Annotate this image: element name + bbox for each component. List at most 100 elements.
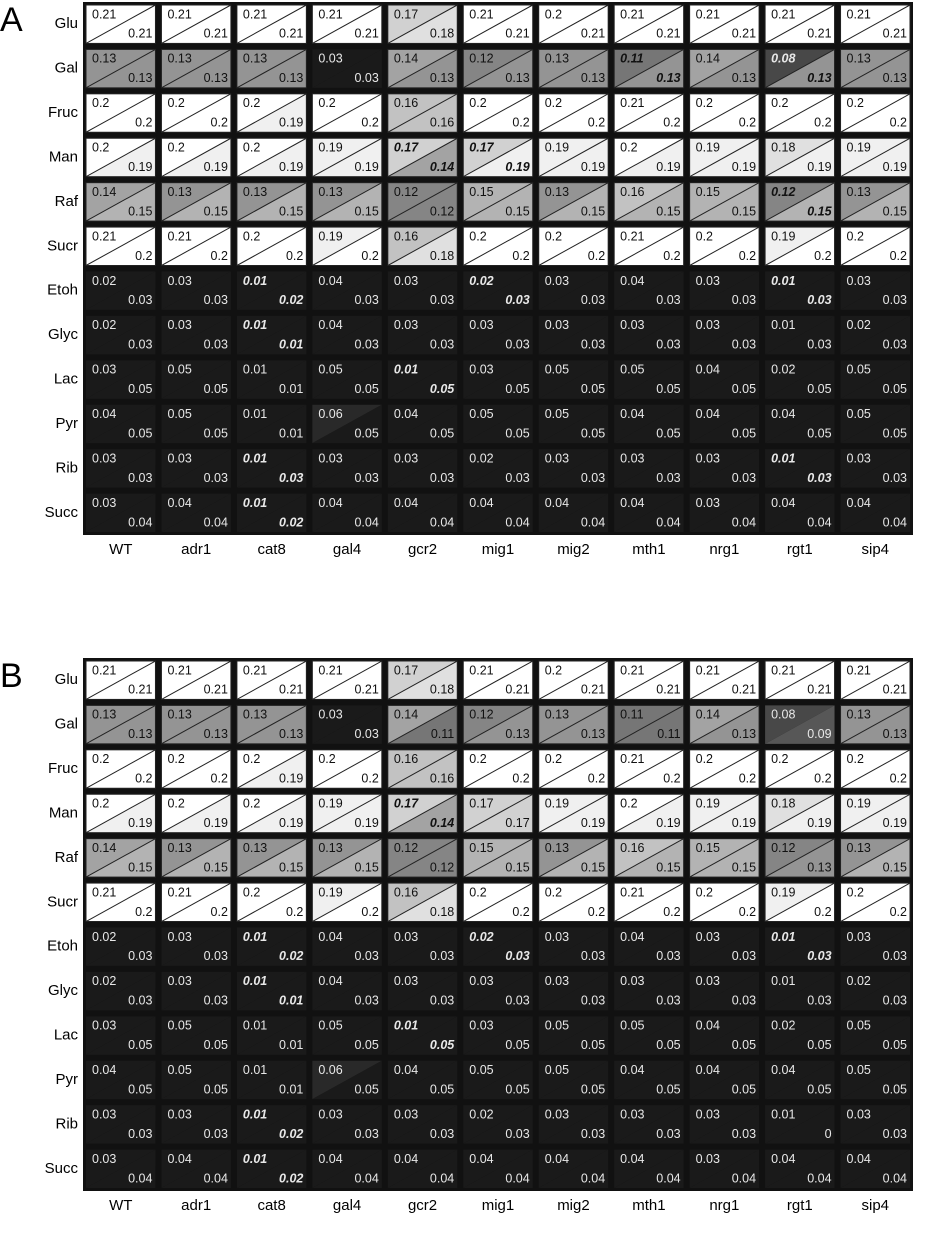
cell-border [236, 660, 307, 700]
cell-diagonal [236, 838, 307, 878]
value-lower: 0.05 [732, 382, 756, 396]
value-upper: 0.2 [469, 96, 486, 110]
value-lower: 0.15 [581, 860, 605, 874]
cell-lower [614, 271, 684, 310]
cell-upper [614, 493, 684, 532]
value-lower: 0.04 [354, 515, 378, 529]
cell-lower [538, 493, 609, 532]
cell-upper [463, 971, 533, 1011]
cell-border [160, 226, 232, 266]
value-upper: 0.05 [167, 407, 191, 421]
value-lower: 0.13 [732, 71, 756, 85]
cell-lower [765, 1149, 835, 1188]
cell-border [387, 882, 458, 922]
cell-upper [463, 315, 533, 355]
cell-diagonal [764, 226, 835, 266]
cell-upper [689, 927, 760, 966]
cell-lower [689, 1016, 760, 1055]
value-lower: 0.03 [807, 994, 831, 1008]
value-upper: 0.14 [696, 52, 720, 66]
value-lower: 0.05 [581, 1082, 605, 1096]
value-upper: 0.19 [545, 797, 569, 811]
value-upper: 0.21 [318, 7, 342, 21]
value-lower: 0.2 [663, 249, 680, 263]
cell-upper [236, 493, 307, 532]
cell-upper [387, 1016, 458, 1055]
value-upper: 0.2 [620, 797, 637, 811]
value-lower: 0.21 [354, 683, 378, 697]
value-upper: 0.2 [243, 797, 260, 811]
cell-lower [538, 449, 609, 488]
cell-diagonal [764, 660, 835, 700]
value-upper: 0.04 [167, 1152, 191, 1166]
value-upper: 0.17 [394, 141, 419, 155]
value-lower: 0.2 [588, 772, 605, 786]
value-lower: 0.01 [279, 338, 303, 352]
cell-diagonal [463, 660, 533, 700]
value-upper: 0.04 [696, 1019, 720, 1033]
value-upper: 0.01 [243, 318, 267, 332]
cell-diagonal [161, 704, 232, 745]
value-upper: 0.21 [771, 7, 795, 21]
value-upper: 0.05 [847, 407, 871, 421]
value-upper: 0.03 [469, 363, 493, 377]
cell-lower [86, 1016, 156, 1055]
value-lower: 0.2 [890, 905, 907, 919]
value-lower: 0.15 [807, 204, 832, 218]
value-upper: 0.13 [167, 185, 191, 199]
cell-border [462, 838, 534, 878]
value-lower: 0.05 [430, 1082, 454, 1096]
value-lower: 0.03 [354, 1127, 378, 1141]
value-upper: 0.04 [847, 1152, 871, 1166]
value-upper: 0.03 [620, 451, 644, 465]
cell-diagonal [463, 137, 533, 178]
value-upper: 0.03 [92, 1107, 116, 1121]
column-label: cat8 [257, 1197, 285, 1214]
cell-diagonal [840, 137, 911, 178]
value-upper: 0.03 [847, 930, 871, 944]
value-upper: 0.04 [318, 496, 342, 510]
value-upper: 0.2 [318, 752, 335, 766]
cell-diagonal [85, 660, 156, 700]
value-lower: 0.03 [732, 994, 756, 1008]
cell-upper [689, 449, 760, 488]
cell-diagonal [764, 93, 835, 133]
value-lower: 0.2 [814, 905, 831, 919]
cell-upper [312, 360, 382, 399]
cell-upper [387, 404, 458, 444]
value-upper: 0.02 [92, 930, 116, 944]
value-upper: 0.01 [394, 363, 418, 377]
value-lower: 0.05 [732, 1082, 756, 1096]
value-lower: 0.21 [807, 683, 831, 697]
column-label: mig2 [557, 1197, 590, 1214]
value-upper: 0.21 [696, 7, 720, 21]
value-lower: 0.2 [588, 116, 605, 130]
cell-lower [312, 1105, 382, 1144]
value-lower: 0.05 [354, 426, 378, 440]
value-lower: 0.03 [581, 949, 605, 963]
cell-lower [538, 971, 609, 1011]
value-lower: 0.17 [505, 816, 529, 830]
value-upper: 0.2 [696, 229, 713, 243]
cell-diagonal [538, 660, 609, 700]
value-lower: 0.21 [505, 27, 529, 41]
cell-lower [161, 493, 231, 532]
value-lower: 0.15 [128, 204, 152, 218]
cell-border [613, 48, 685, 89]
cell-upper [765, 1149, 835, 1188]
value-lower: 0.21 [204, 27, 228, 41]
value-upper: 0.21 [696, 663, 720, 677]
cell-upper [236, 1149, 307, 1188]
value-lower: 0.18 [430, 905, 454, 919]
cell-border [85, 226, 156, 266]
cell-diagonal [161, 182, 232, 222]
cell-diagonal [387, 4, 458, 44]
value-upper: 0.04 [469, 496, 493, 510]
value-upper: 0.2 [696, 96, 713, 110]
cell-upper [614, 971, 684, 1011]
cell-diagonal [840, 93, 911, 133]
cell-upper [86, 1149, 156, 1188]
cell-border [613, 93, 685, 133]
cell-upper [161, 1105, 231, 1144]
value-lower: 0.01 [279, 994, 303, 1008]
